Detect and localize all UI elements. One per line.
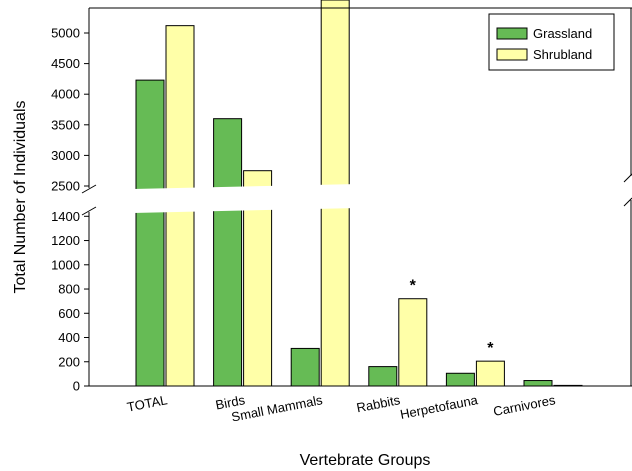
x-category-label-herpetofauna: Herpetofauna — [399, 392, 480, 422]
bar-shrubland-herpetofauna — [475, 360, 505, 387]
axis-break-band — [86, 178, 632, 214]
x-category-label-small-mammals: Small Mammals — [230, 392, 324, 424]
y-tick-label-800: 800 — [58, 282, 80, 297]
break-mark-left-top — [81, 184, 97, 194]
x-category-label-birds: Birds — [214, 392, 246, 412]
bar-shrubland-rabbits — [398, 298, 428, 387]
y-tick-label-4500: 4500 — [51, 56, 80, 71]
y-tick-label-3000: 3000 — [51, 148, 80, 163]
y-tick-label-1000: 1000 — [51, 257, 80, 272]
y-tick-label-0: 0 — [73, 379, 80, 394]
legend-swatch-shrubland — [496, 48, 528, 61]
legend-swatch-grassland — [496, 27, 528, 40]
bar-grassland-carnivores — [523, 380, 553, 387]
break-mark-right-top — [623, 173, 632, 183]
y-tick-label-5000: 5000 — [51, 26, 80, 41]
break-mark-left-bottom — [81, 206, 97, 216]
bar-grassland-birds — [213, 118, 243, 387]
y-tick-label-1200: 1200 — [51, 233, 80, 248]
break-mark-right-bottom — [623, 197, 632, 207]
significance-mark-herpetofauna: * — [487, 340, 494, 357]
legend: Grassland Shrubland — [488, 13, 615, 71]
x-category-label-rabbits: Rabbits — [355, 392, 402, 415]
y-axis-title: Total Number of Individuals — [12, 101, 29, 294]
bar-grassland-herpetofauna — [445, 372, 475, 387]
axis-break-layer — [86, 178, 632, 214]
bar-grassland-total — [135, 79, 165, 387]
x-category-label-carnivores: Carnivores — [492, 392, 557, 419]
significance-mark-rabbits: * — [410, 278, 417, 295]
y-tick-label-2500: 2500 — [51, 179, 80, 194]
bar-grassland-small-mammals — [290, 347, 320, 387]
y-tick-label-4000: 4000 — [51, 87, 80, 102]
legend-label-shrubland: Shrubland — [533, 47, 592, 62]
y-ticks-layer: 0 200 400 600 800 1000 1200 1400 2500 3000 3500 400… — [51, 26, 89, 394]
y-tick-label-1400: 1400 — [51, 209, 80, 224]
significance-marks: *** — [410, 278, 495, 357]
y-tick-label-600: 600 — [58, 306, 80, 321]
x-axis-title: Vertebrate Groups — [300, 452, 431, 469]
bar-grassland-rabbits — [368, 366, 398, 387]
legend-label-grassland: Grassland — [533, 26, 592, 41]
x-category-label-total: TOTAL — [126, 392, 169, 414]
y-tick-label-400: 400 — [58, 330, 80, 345]
y-tick-label-200: 200 — [58, 354, 80, 369]
y-tick-label-3500: 3500 — [51, 117, 80, 132]
bars-layer — [135, 0, 583, 387]
